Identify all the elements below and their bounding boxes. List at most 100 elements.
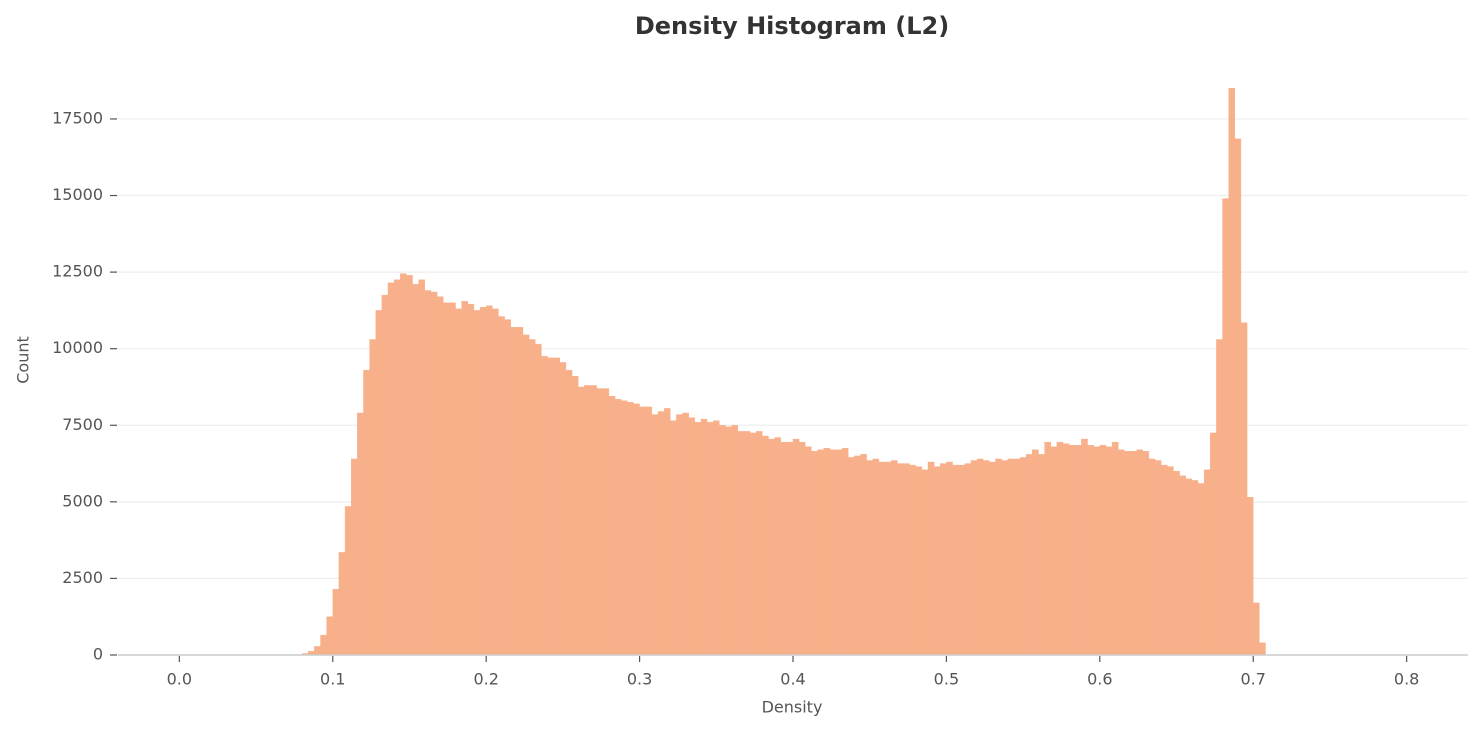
y-tick-label: 15000 — [52, 185, 103, 204]
bar — [762, 435, 769, 656]
bar — [1136, 449, 1143, 656]
bar — [449, 302, 456, 656]
bar — [854, 455, 861, 656]
bar — [1253, 602, 1260, 656]
bar — [627, 402, 634, 656]
bar — [786, 441, 794, 656]
bar — [1210, 432, 1217, 656]
bar — [983, 460, 990, 656]
bar — [645, 406, 653, 656]
y-tick-label: 7500 — [62, 415, 103, 434]
bar — [479, 307, 487, 656]
bar — [1179, 475, 1186, 656]
bar — [989, 461, 996, 656]
bar — [614, 399, 622, 656]
x-tick-label: 0.0 — [167, 670, 192, 689]
bar — [713, 420, 720, 656]
bar — [915, 466, 923, 656]
bar — [1038, 454, 1045, 656]
x-tick-label: 0.7 — [1241, 670, 1266, 689]
bar — [1001, 460, 1008, 656]
bar — [682, 412, 689, 656]
bar — [559, 362, 567, 656]
bar — [817, 449, 824, 656]
y-axis-label: Count — [14, 336, 33, 384]
bar — [1130, 451, 1137, 656]
bar — [400, 273, 407, 656]
bar — [565, 369, 573, 656]
bar — [651, 414, 659, 656]
bar — [1068, 444, 1076, 656]
bar — [350, 458, 358, 656]
bar — [1062, 443, 1070, 656]
bar — [1148, 458, 1156, 656]
bar — [1087, 444, 1094, 656]
bar — [970, 460, 978, 656]
bar — [657, 411, 665, 656]
bar — [578, 386, 585, 656]
bar — [792, 438, 800, 656]
bar — [811, 451, 818, 656]
bar — [1007, 458, 1015, 656]
bar — [596, 388, 603, 656]
bar — [485, 305, 493, 656]
bar — [1160, 464, 1168, 656]
bar — [878, 461, 886, 656]
bar — [1025, 454, 1033, 656]
x-tick-label: 0.3 — [627, 670, 652, 689]
bar — [670, 420, 677, 656]
bar — [1240, 322, 1248, 656]
bar — [719, 425, 726, 656]
bar — [332, 588, 340, 656]
bar — [841, 448, 849, 656]
bar — [571, 376, 579, 656]
bar — [835, 449, 843, 656]
bar — [1013, 458, 1021, 656]
y-tick-label: 5000 — [62, 491, 103, 510]
bar — [848, 457, 855, 656]
bar — [393, 279, 401, 656]
bar — [805, 446, 812, 656]
bar — [443, 302, 450, 656]
bar — [584, 385, 591, 656]
bar — [541, 356, 548, 656]
bar — [1093, 446, 1101, 656]
bar — [326, 616, 333, 656]
bar — [1259, 642, 1266, 656]
bar — [1124, 451, 1131, 656]
bar — [633, 403, 640, 656]
bar — [516, 327, 524, 656]
bar — [940, 463, 947, 656]
bar — [412, 284, 419, 656]
bar — [743, 431, 751, 656]
bar — [890, 460, 898, 656]
bar — [866, 460, 873, 656]
bar — [1032, 449, 1039, 656]
bar — [897, 463, 904, 656]
bar — [369, 339, 376, 656]
bar — [424, 290, 432, 656]
bar — [1050, 446, 1058, 656]
bar — [375, 310, 383, 656]
bar — [860, 454, 867, 656]
bar — [498, 316, 505, 656]
chart-title: Density Histogram (L2) — [635, 12, 949, 40]
bar — [731, 425, 738, 656]
bar — [338, 552, 346, 656]
bar — [547, 357, 554, 656]
bar — [976, 458, 984, 656]
x-axis-label: Density — [762, 698, 823, 717]
bar — [1234, 138, 1242, 656]
bar — [872, 458, 880, 656]
bar — [995, 458, 1002, 656]
bar — [314, 646, 321, 656]
bar — [1185, 478, 1193, 656]
bar — [510, 327, 518, 656]
bar — [964, 463, 972, 656]
bar — [492, 308, 499, 656]
bar — [737, 431, 745, 656]
bar — [768, 438, 775, 656]
bar — [1173, 471, 1180, 656]
bar — [829, 449, 837, 656]
